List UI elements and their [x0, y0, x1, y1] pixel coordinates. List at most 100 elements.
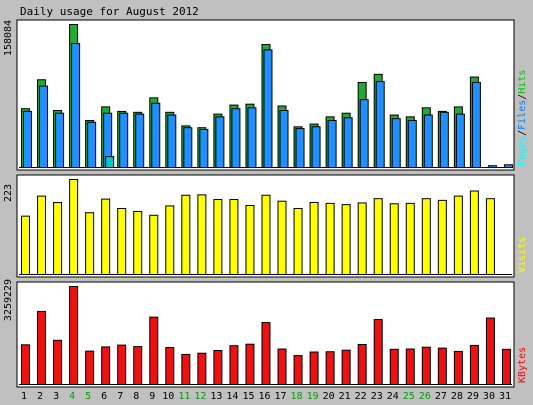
bar-files-day-2: [39, 85, 49, 168]
x-label-day-1: 1: [21, 391, 27, 402]
bar-kbytes-day-31: [501, 348, 511, 386]
bar-visits-day-2: [37, 195, 47, 275]
x-label-day-24: 24: [387, 391, 399, 402]
bar-kbytes-day-25: [405, 348, 415, 386]
x-label-day-9: 9: [149, 391, 155, 402]
bar-files-day-5: [87, 121, 97, 168]
bar-kbytes-day-20: [325, 351, 335, 385]
x-label-day-7: 7: [117, 391, 123, 402]
legend-item: Visits: [517, 237, 528, 273]
bar-kbytes-day-10: [165, 347, 175, 386]
bar-visits-day-14: [229, 199, 239, 275]
bar-visits-day-22: [357, 202, 367, 275]
bar-files-day-27: [439, 111, 449, 168]
bar-files-day-20: [327, 119, 337, 168]
x-label-day-13: 13: [210, 391, 222, 402]
x-label-day-30: 30: [483, 391, 495, 402]
bar-files-day-9: [151, 102, 161, 168]
x-label-day-10: 10: [162, 391, 174, 402]
x-label-day-3: 3: [53, 391, 59, 402]
x-label-day-4: 4: [69, 391, 75, 402]
y-max-label: 158084: [3, 20, 14, 56]
bar-kbytes-day-23: [373, 319, 383, 385]
bar-kbytes-day-30: [485, 317, 495, 386]
x-label-day-19: 19: [307, 391, 319, 402]
x-label-day-6: 6: [101, 391, 107, 402]
bar-visits-day-26: [421, 198, 431, 276]
bar-files-day-14: [231, 108, 241, 169]
bar-kbytes-day-5: [85, 350, 95, 386]
bar-visits-day-1: [21, 215, 30, 275]
bar-visits-day-21: [341, 204, 351, 275]
x-label-day-29: 29: [467, 391, 479, 402]
panel-hits-files-pages: 158084 Pages/Files/Hits: [3, 19, 528, 171]
bar-kbytes-day-18: [293, 355, 303, 385]
bar-kbytes-day-21: [341, 349, 351, 385]
bar-kbytes-day-17: [277, 348, 287, 386]
y-max-label: 223: [3, 184, 14, 202]
bar-kbytes-day-29: [469, 344, 479, 386]
bar-files-day-24: [391, 118, 401, 168]
y-max-label: 3259229: [3, 279, 14, 321]
bar-kbytes-day-8: [133, 346, 143, 385]
x-label-day-27: 27: [435, 391, 447, 402]
bar-files-day-4: [71, 43, 81, 169]
panel-kbytes: 3259229 KBytes: [3, 279, 528, 388]
legend-separator: /: [517, 94, 528, 100]
bar-kbytes-day-4: [69, 286, 79, 385]
bar-files-day-28: [455, 113, 465, 168]
bar-files-day-8: [135, 113, 145, 168]
bar-kbytes-day-26: [421, 346, 431, 386]
chart-title: Daily usage for August 2012: [20, 5, 199, 18]
x-label-day-22: 22: [355, 391, 367, 402]
bar-files-day-26: [423, 114, 433, 169]
bar-visits-day-29: [469, 190, 479, 275]
bar-files-day-11: [183, 127, 193, 168]
bar-visits-day-6: [101, 198, 111, 275]
bar-files-day-13: [215, 116, 225, 168]
bar-files-day-12: [199, 129, 209, 168]
bar-kbytes-day-15: [245, 343, 255, 385]
x-axis-day-labels: 1 2 3 4 5 6 7 8 9 10 11 12 13 14 15 16 17 18 19 20 21 22 23 24 2…: [21, 391, 511, 402]
bar-visits-day-4: [69, 179, 79, 275]
x-label-day-11: 11: [178, 391, 190, 402]
bar-files-day-30: [487, 165, 497, 169]
x-label-day-28: 28: [451, 391, 463, 402]
bar-files-day-31: [503, 164, 513, 169]
bar-files-day-3: [55, 112, 65, 169]
bar-visits-day-20: [325, 202, 335, 276]
x-label-day-18: 18: [291, 391, 303, 402]
bar-visits-day-27: [437, 199, 447, 275]
bar-kbytes-day-22: [357, 344, 367, 385]
x-label-day-25: 25: [403, 391, 415, 402]
legend-visits: Visits: [517, 237, 528, 273]
bar-kbytes-day-6: [101, 346, 111, 386]
bar-files-day-19: [311, 126, 321, 168]
bar-kbytes-day-19: [309, 351, 319, 385]
x-label-day-2: 2: [37, 391, 43, 402]
bar-visits-day-10: [165, 205, 175, 275]
bar-visits-day-13: [213, 199, 223, 275]
x-label-day-20: 20: [323, 391, 335, 402]
bar-kbytes-day-9: [149, 316, 159, 385]
bar-kbytes-day-2: [37, 310, 47, 386]
legend-item: Hits: [517, 70, 528, 94]
x-label-day-14: 14: [226, 391, 238, 402]
bar-visits-day-25: [405, 202, 415, 276]
bar-visits-day-19: [309, 202, 319, 275]
legend-hits-files-pages: Pages/Files/Hits: [517, 70, 528, 166]
bar-visits-day-3: [53, 202, 63, 275]
panel-visits: 223 Visits: [3, 174, 528, 278]
bar-kbytes-day-12: [197, 352, 207, 385]
x-label-day-12: 12: [194, 391, 206, 402]
bar-visits-day-5: [85, 212, 95, 275]
x-label-day-26: 26: [419, 391, 431, 402]
bar-visits-day-17: [277, 200, 287, 275]
bar-visits-day-16: [261, 194, 271, 275]
x-label-day-31: 31: [499, 391, 511, 402]
x-label-day-21: 21: [339, 391, 351, 402]
bar-files-day-23: [375, 81, 385, 168]
bar-files-day-1: [23, 110, 32, 168]
bar-files-day-7: [119, 112, 129, 169]
legend-item: KBytes: [517, 347, 528, 383]
